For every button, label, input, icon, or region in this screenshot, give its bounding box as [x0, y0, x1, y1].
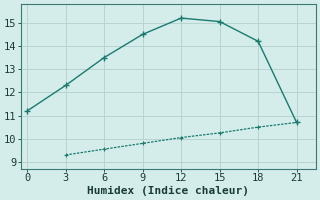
X-axis label: Humidex (Indice chaleur): Humidex (Indice chaleur) [87, 186, 249, 196]
